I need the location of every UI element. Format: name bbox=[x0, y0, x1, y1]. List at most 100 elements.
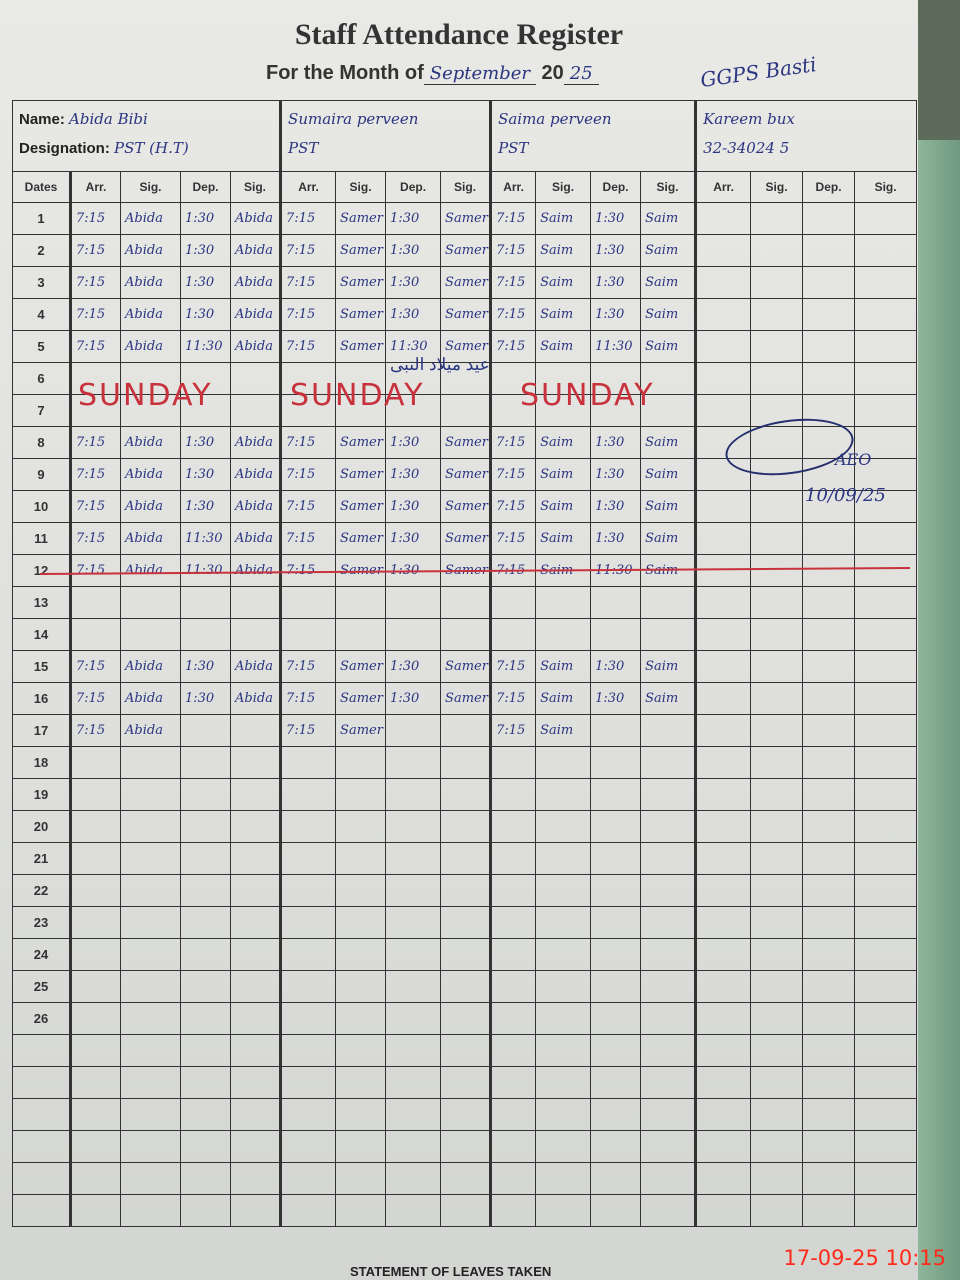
entry-sig bbox=[335, 874, 387, 907]
entry-arr bbox=[694, 650, 752, 683]
entry-sig bbox=[750, 650, 804, 683]
entry-sig bbox=[440, 394, 492, 427]
entry-sig bbox=[640, 1194, 697, 1227]
entry-sig bbox=[750, 810, 804, 843]
entry-arr bbox=[69, 1098, 121, 1131]
entry-sig bbox=[750, 202, 804, 235]
entry-sig bbox=[854, 522, 918, 555]
date-cell bbox=[12, 1130, 71, 1163]
entry-sig bbox=[535, 1034, 592, 1067]
officer-sign-date: 10/09/25 bbox=[805, 485, 886, 506]
entry-dep bbox=[590, 618, 642, 651]
date-cell: 2 bbox=[12, 234, 71, 267]
date-cell bbox=[12, 1034, 71, 1067]
staff-block-2: Sumaira perveen PST bbox=[279, 100, 492, 172]
entry-dep: 1:30 bbox=[180, 266, 231, 299]
staff-designation: PST bbox=[498, 139, 529, 157]
entry-dep: 1:30 bbox=[385, 682, 442, 715]
entry-sig bbox=[229, 1098, 282, 1131]
entry-dep bbox=[802, 874, 856, 907]
table-row: 18 bbox=[12, 746, 918, 779]
entry-dep bbox=[802, 298, 856, 331]
entry-dep bbox=[385, 810, 442, 843]
date-cell: 6 bbox=[12, 362, 71, 395]
entry-dep: 1:30 bbox=[385, 202, 442, 235]
entry-sig bbox=[335, 1034, 387, 1067]
month-value: September bbox=[423, 63, 536, 85]
entry-dep bbox=[802, 650, 856, 683]
background-surface bbox=[918, 140, 960, 1280]
header-arr: Arr. bbox=[279, 171, 337, 203]
header-sig: Sig. bbox=[535, 171, 592, 203]
header-dates: Dates bbox=[12, 171, 71, 203]
entry-arr bbox=[694, 586, 752, 619]
date-cell: 21 bbox=[12, 842, 71, 875]
entry-sig: Abida bbox=[120, 234, 181, 267]
entry-sig: Samer bbox=[440, 682, 492, 715]
entry-dep bbox=[180, 1162, 231, 1195]
header-sig: Sig. bbox=[120, 171, 181, 203]
entry-sig: Samer bbox=[335, 490, 387, 523]
entry-arr bbox=[694, 394, 752, 427]
entry-dep bbox=[802, 842, 856, 875]
entry-dep bbox=[802, 362, 856, 395]
entry-sig: Saim bbox=[535, 650, 592, 683]
entry-sig: Saim bbox=[640, 426, 697, 459]
table-row: 20 bbox=[12, 810, 918, 843]
entry-sig bbox=[750, 1098, 804, 1131]
entry-dep bbox=[802, 234, 856, 267]
entry-sig bbox=[640, 906, 697, 939]
table-row bbox=[12, 1130, 918, 1163]
entry-sig bbox=[854, 298, 918, 331]
entry-sig bbox=[640, 1162, 697, 1195]
entry-dep bbox=[802, 522, 856, 555]
entry-sig bbox=[120, 874, 181, 907]
entry-sig: Abida bbox=[120, 330, 181, 363]
entry-dep bbox=[180, 1034, 231, 1067]
date-cell bbox=[12, 1066, 71, 1099]
entry-sig bbox=[535, 810, 592, 843]
header-sig: Sig. bbox=[440, 171, 492, 203]
staff-name: Sumaira perveen bbox=[288, 110, 419, 128]
entry-arr bbox=[694, 938, 752, 971]
entry-dep bbox=[385, 842, 442, 875]
entry-arr bbox=[279, 746, 337, 779]
entry-arr: 7:15 bbox=[279, 490, 337, 523]
entry-sig bbox=[229, 586, 282, 619]
entry-sig bbox=[335, 1194, 387, 1227]
entry-arr bbox=[694, 970, 752, 1003]
entry-sig: Saim bbox=[640, 554, 697, 587]
entry-sig bbox=[229, 1194, 282, 1227]
table-row: 1 7:15 Abida 1:30 Abida 7:15 Samer 1:30 Samer 7:1… bbox=[12, 202, 918, 235]
entry-sig bbox=[750, 906, 804, 939]
entry-sig bbox=[750, 234, 804, 267]
entry-arr bbox=[489, 1162, 537, 1195]
entry-sig bbox=[229, 778, 282, 811]
entry-sig bbox=[229, 714, 282, 747]
entry-arr bbox=[279, 842, 337, 875]
entry-arr: 7:15 bbox=[489, 330, 537, 363]
entry-arr bbox=[489, 810, 537, 843]
entry-sig: Samer bbox=[440, 650, 492, 683]
entry-sig bbox=[640, 778, 697, 811]
entry-dep: 1:30 bbox=[385, 298, 442, 331]
entry-dep bbox=[590, 1194, 642, 1227]
entry-sig bbox=[535, 970, 592, 1003]
entry-sig bbox=[120, 1034, 181, 1067]
entry-arr bbox=[279, 1034, 337, 1067]
entry-sig: Abida bbox=[229, 458, 282, 491]
entry-sig: Saim bbox=[535, 426, 592, 459]
date-cell: 23 bbox=[12, 906, 71, 939]
date-cell: 14 bbox=[12, 618, 71, 651]
entry-sig bbox=[335, 810, 387, 843]
entry-sig bbox=[229, 810, 282, 843]
entry-sig bbox=[854, 1034, 918, 1067]
entry-sig bbox=[229, 938, 282, 971]
entry-sig: Samer bbox=[335, 298, 387, 331]
entry-sig: Samer bbox=[440, 522, 492, 555]
entry-dep bbox=[802, 202, 856, 235]
entry-sig bbox=[854, 1194, 918, 1227]
entry-arr bbox=[489, 938, 537, 971]
name-label: Name: bbox=[19, 111, 65, 128]
staff-name: Kareem bux bbox=[703, 110, 795, 128]
